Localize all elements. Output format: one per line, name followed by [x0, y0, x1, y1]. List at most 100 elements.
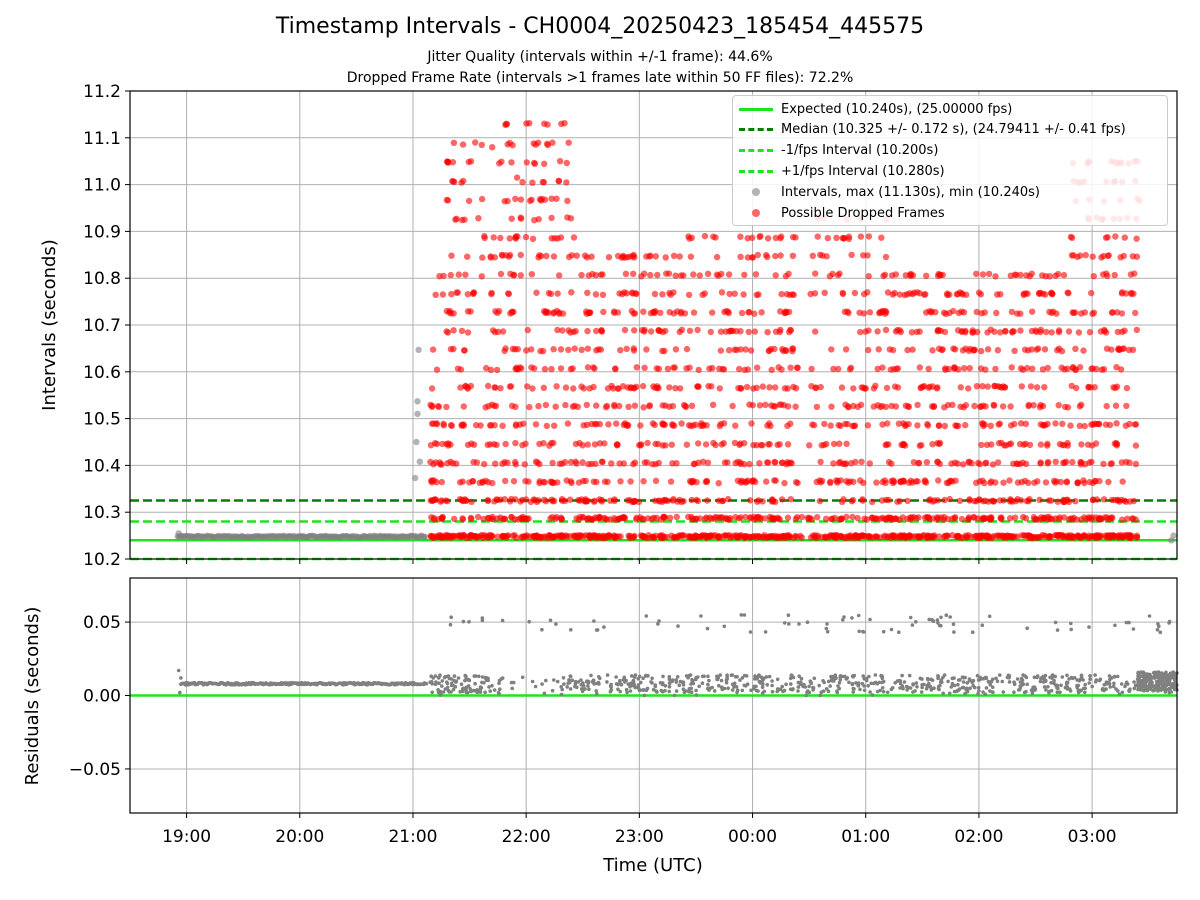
- dropped-frame-point: [931, 497, 938, 504]
- dropped-frame-point: [644, 439, 651, 447]
- dropped-frame-point: [690, 271, 697, 278]
- dropped-frame-point: [637, 422, 644, 429]
- dropped-frame-point: [787, 496, 794, 503]
- residual-point: [761, 682, 765, 686]
- dropped-frame-point: [772, 384, 779, 391]
- dropped-frame-point: [1103, 402, 1110, 410]
- residual-point: [1142, 688, 1146, 693]
- dropped-frame-point: [512, 439, 519, 447]
- dropped-frame-point: [549, 498, 556, 505]
- residual-point: [1124, 682, 1128, 686]
- residual-point: [981, 676, 986, 681]
- dropped-frame-point: [467, 308, 474, 315]
- residual-point: [738, 678, 742, 682]
- dropped-frame-point: [535, 402, 542, 410]
- dropped-frame-point: [436, 459, 443, 466]
- dropped-frame-point: [1060, 498, 1067, 506]
- dropped-frame-point: [704, 270, 712, 277]
- residual-point: [836, 684, 840, 688]
- dropped-frame-point: [699, 291, 706, 298]
- residual-point: [626, 682, 631, 686]
- dropped-frame-point: [980, 514, 987, 521]
- residual-point: [565, 685, 569, 689]
- residual-point: [1164, 670, 1168, 675]
- residual-point: [661, 674, 665, 679]
- dropped-frame-point: [992, 273, 999, 280]
- dropped-frame-point: [707, 328, 714, 336]
- dropped-frame-point: [497, 514, 504, 521]
- dropped-frame-point: [672, 385, 679, 392]
- dropped-frame-point: [860, 310, 868, 317]
- dropped-frame-point: [718, 289, 726, 296]
- dropped-frame-point: [736, 365, 743, 373]
- residual-point: [1078, 677, 1083, 682]
- dropped-frame-point: [457, 366, 465, 373]
- dropped-frame-point: [833, 234, 840, 241]
- residual-point: [1167, 676, 1171, 681]
- dropped-frame-point: [666, 403, 673, 410]
- dropped-frame-point: [1042, 273, 1050, 280]
- dropped-frame-point: [921, 478, 928, 485]
- dropped-frame-point: [936, 439, 944, 447]
- dropped-frame-point: [1121, 327, 1128, 334]
- residual-point: [476, 674, 481, 679]
- residual-point: [805, 620, 810, 624]
- dropped-frame-point: [695, 459, 702, 466]
- dropped-frame-point: [661, 496, 669, 503]
- dropped-frame-point: [962, 402, 970, 409]
- residual-point: [484, 678, 489, 682]
- dropped-frame-point: [841, 534, 848, 542]
- dropped-frame-point: [617, 478, 624, 485]
- interval-point: [416, 458, 423, 465]
- dropped-frame-point: [922, 291, 929, 298]
- dropped-frame-point: [891, 515, 898, 523]
- residual-point: [633, 673, 638, 677]
- dropped-frame-point: [1011, 271, 1019, 278]
- dropped-frame-point: [627, 478, 634, 485]
- residual-point: [749, 688, 753, 693]
- dropped-frame-point: [906, 271, 914, 278]
- dropped-frame-point: [1000, 497, 1007, 504]
- dropped-frame-point: [1060, 271, 1068, 279]
- dropped-frame-point: [857, 233, 865, 240]
- dropped-frame-point: [613, 420, 620, 427]
- dropped-frame-point: [453, 460, 460, 467]
- dropped-frame-point: [941, 513, 948, 521]
- dropped-frame-point: [585, 309, 593, 316]
- dropped-frame-point: [493, 441, 500, 449]
- dropped-frame-point: [443, 196, 451, 204]
- residual-point: [809, 681, 813, 686]
- residual-point: [913, 689, 917, 693]
- top-y-axis-label: Intervals (seconds): [39, 239, 60, 411]
- residual-point: [987, 614, 992, 619]
- dropped-frame-point: [630, 251, 637, 259]
- dropped-frame-point: [901, 291, 908, 299]
- residual-point: [1119, 682, 1124, 686]
- dropped-frame-point: [977, 403, 984, 410]
- dropped-frame-point: [792, 385, 800, 392]
- dropped-frame-point: [514, 346, 521, 353]
- residual-point: [1038, 679, 1043, 684]
- dropped-frame-point: [1029, 534, 1036, 541]
- residual-point: [707, 678, 711, 683]
- residual-point: [870, 693, 875, 697]
- dropped-frame-point: [433, 366, 441, 373]
- dropped-frame-point: [816, 497, 824, 505]
- dropped-frame-point: [497, 385, 504, 392]
- residual-point: [915, 685, 919, 689]
- residual-point: [1115, 674, 1120, 679]
- dropped-frame-point: [703, 478, 711, 485]
- dropped-frame-point: [741, 366, 748, 374]
- dropped-frame-point: [771, 403, 779, 410]
- residual-point: [804, 693, 808, 698]
- dropped-frame-point: [498, 158, 505, 165]
- residual-point: [1154, 685, 1159, 690]
- residual-point: [944, 613, 949, 617]
- dropped-frame-point: [717, 347, 724, 354]
- dropped-frame-point: [605, 254, 613, 261]
- residual-point: [1016, 688, 1021, 692]
- dropped-frame-point: [998, 384, 1005, 391]
- residual-point: [467, 620, 471, 624]
- dropped-frame-point: [925, 365, 932, 372]
- dropped-frame-point: [1052, 420, 1059, 427]
